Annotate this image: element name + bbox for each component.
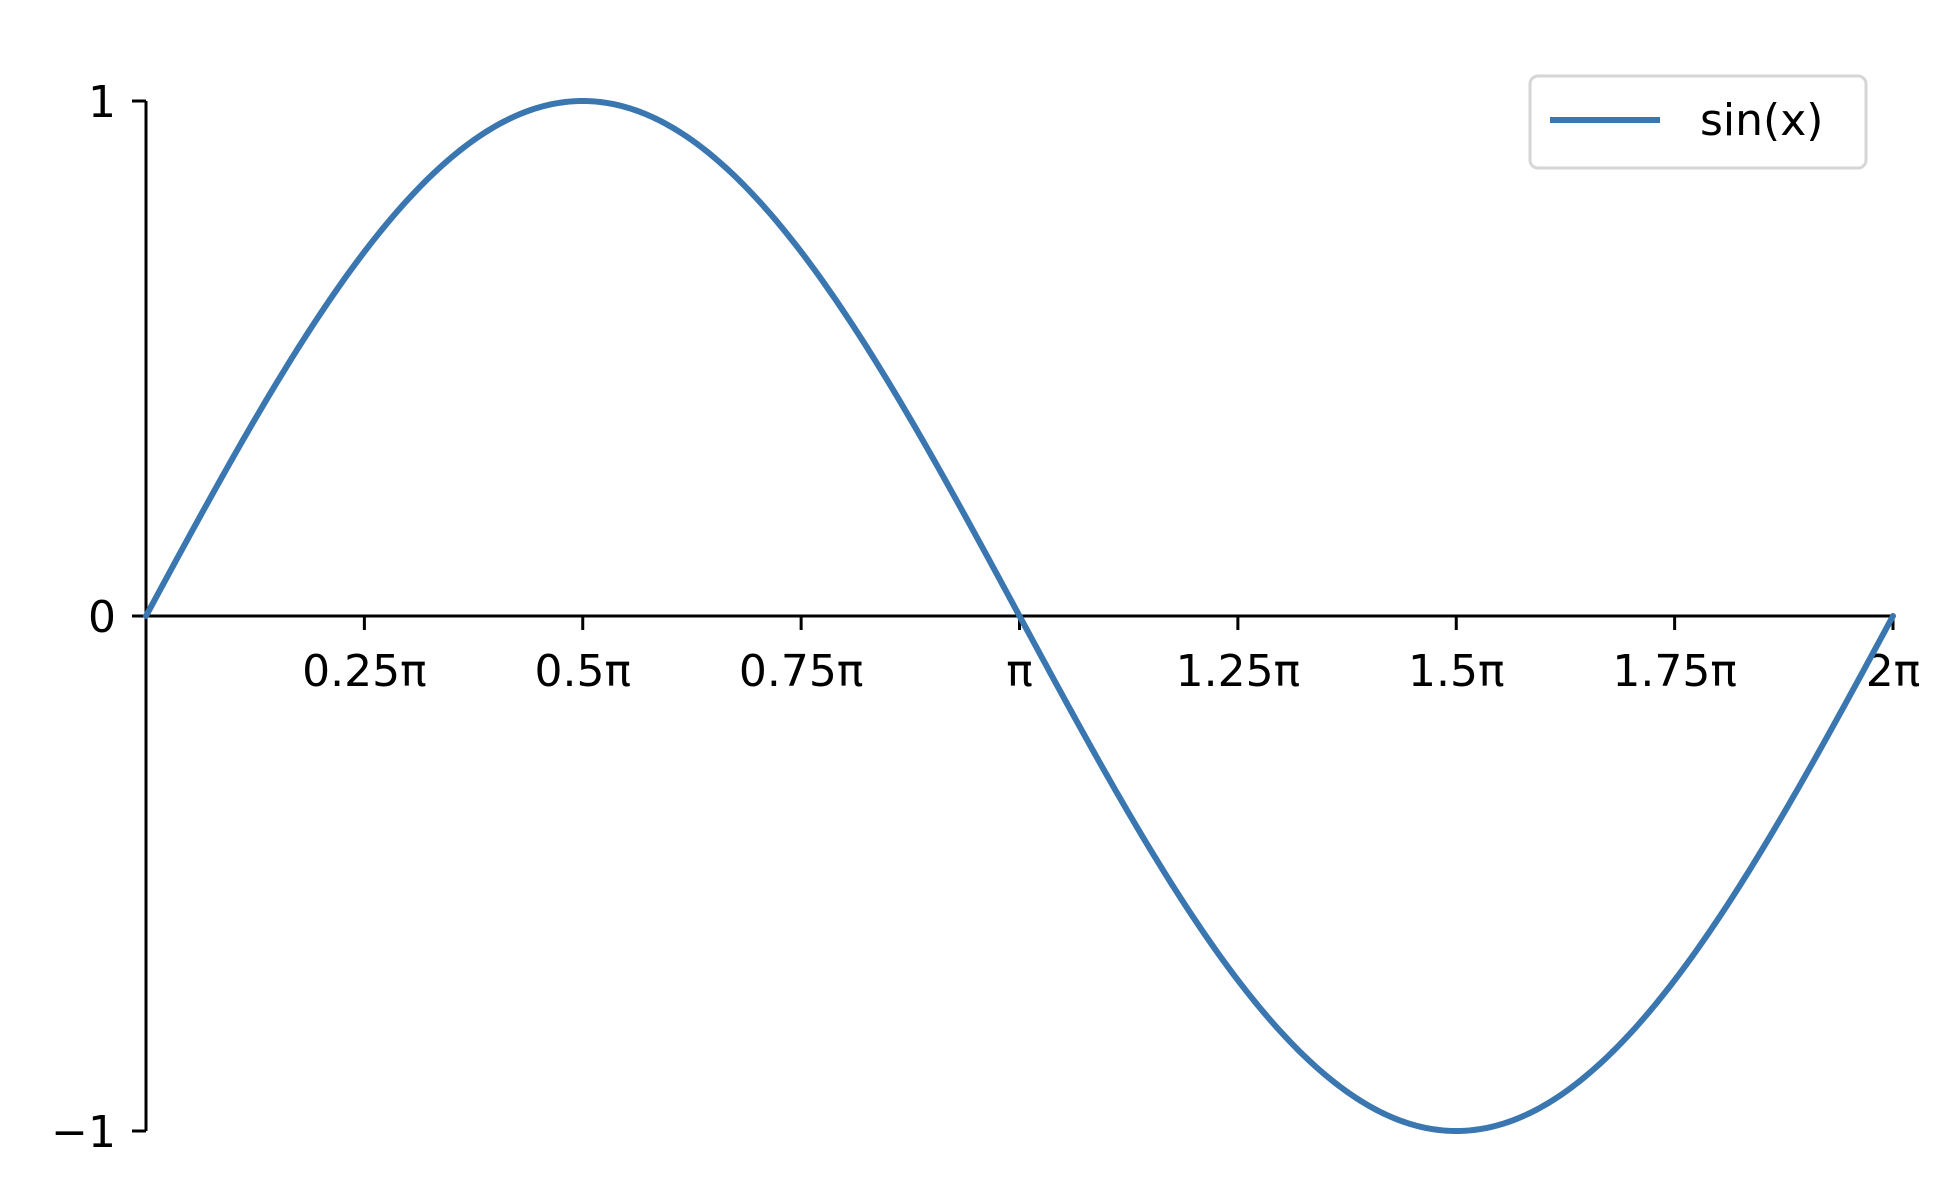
series-layer [143,98,1896,1134]
axes: 10−1 0.25π 0.5π 0.75π π 1.25π 1.5π 1.75π 2π [51,77,1920,1158]
x-tick-label: 0.25π [302,646,426,697]
legend: sin(x) [1528,74,1868,170]
series-line-sin-x [143,98,1896,1134]
x-tick-label: π [1006,646,1033,697]
legend-box [1528,74,1868,170]
y-ticks: 1 0 −1 [51,77,146,1158]
x-tick-label: 1.75π [1612,646,1736,697]
x-ticks: 0.25π 0.5π 0.75π π 1.25π 1.5π 1.75π 2π [302,616,1920,697]
y-tick-label: 0 [88,592,116,643]
y-tick-label: −1 [51,1107,116,1158]
x-tick-label: 1.25π [1176,646,1300,697]
y-tick-label: 1 [88,77,116,128]
x-tick-label: 0.75π [739,646,863,697]
legend-label-sin-x: sin(x) [1700,95,1823,146]
x-tick-label: 1.5π [1408,646,1504,697]
x-tick-label: 0.5π [535,646,631,697]
